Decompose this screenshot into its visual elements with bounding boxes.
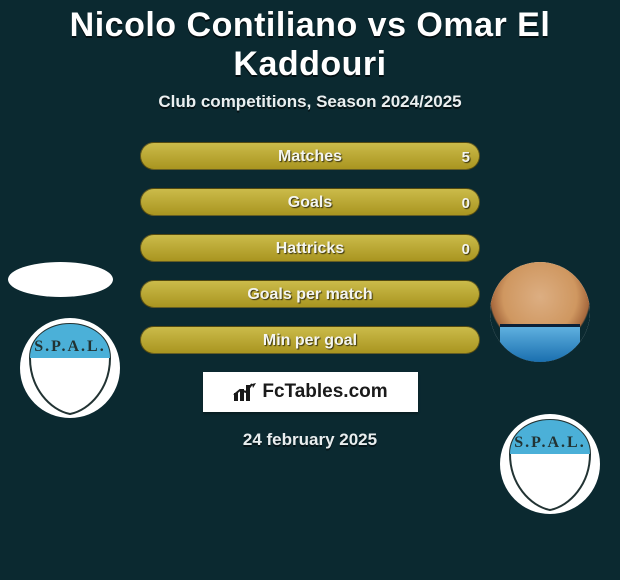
spal-crest-text: S.P.A.L. — [34, 338, 105, 355]
page-title: Nicolo Contiliano vs Omar El Kaddouri — [0, 6, 620, 84]
stat-value-right: 5 — [452, 142, 480, 172]
stat-row: Goals0 — [140, 188, 480, 218]
brand-badge: FcTables.com — [203, 372, 418, 412]
player-left-avatar-placeholder — [8, 262, 113, 297]
player-left-club-badge: S.P.A.L. — [20, 318, 120, 418]
stat-row: Goals per match — [140, 280, 480, 310]
stat-row: Matches5 — [140, 142, 480, 172]
comparison-panel: S.P.A.L. S.P.A.L. Matches5Goals0Hattrick… — [0, 142, 620, 450]
stat-row: Hattricks0 — [140, 234, 480, 264]
spal-crest-icon: S.P.A.L. — [20, 318, 120, 418]
stat-label: Goals per match — [140, 280, 480, 310]
spal-crest-text: S.P.A.L. — [514, 434, 585, 451]
player-right-face-icon — [490, 262, 590, 362]
brand-text: FcTables.com — [262, 381, 387, 403]
player-right-club-badge: S.P.A.L. — [500, 414, 600, 514]
stat-bars: Matches5Goals0Hattricks0Goals per matchM… — [140, 142, 480, 356]
player-right-avatar — [490, 262, 590, 362]
stat-value-right: 0 — [452, 234, 480, 264]
bars-icon — [232, 381, 258, 403]
stat-value-right: 0 — [452, 188, 480, 218]
stat-label: Matches — [140, 142, 480, 172]
page-subtitle: Club competitions, Season 2024/2025 — [0, 92, 620, 112]
stat-row: Min per goal — [140, 326, 480, 356]
spal-crest-icon: S.P.A.L. — [500, 414, 600, 514]
stat-label: Goals — [140, 188, 480, 218]
stat-label: Hattricks — [140, 234, 480, 264]
stat-label: Min per goal — [140, 326, 480, 356]
